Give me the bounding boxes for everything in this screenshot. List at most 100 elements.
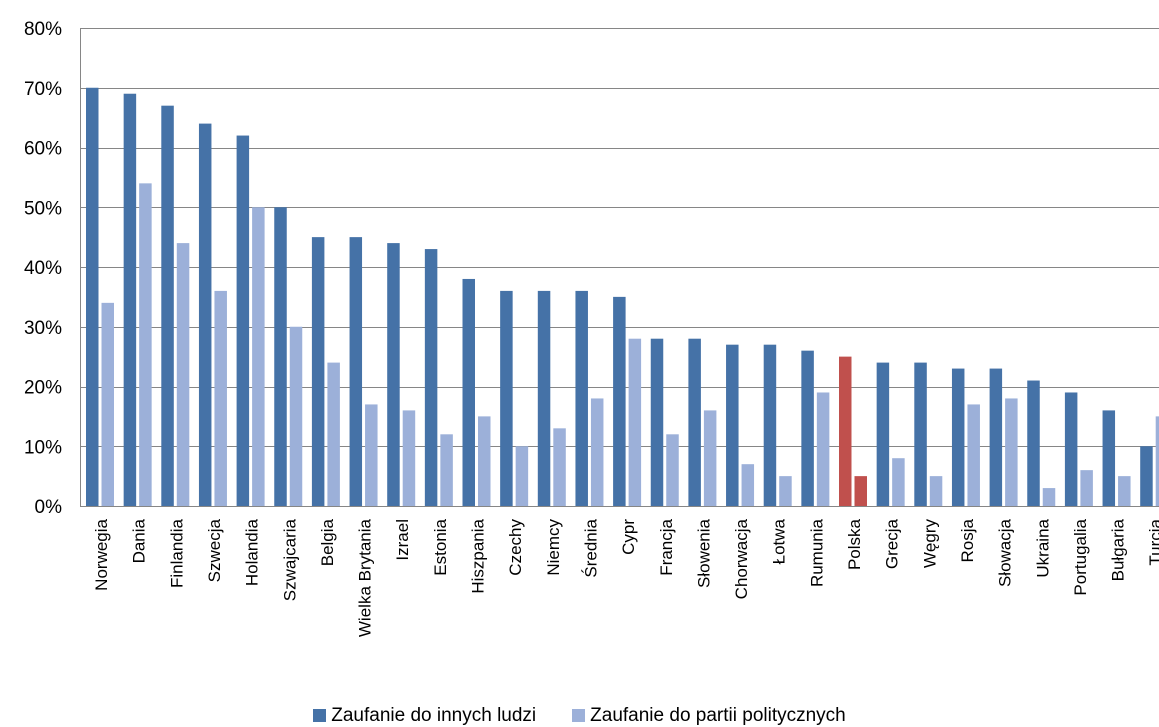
x-tick-label: Chorwacja [732, 518, 751, 599]
bar-people-27 [1102, 410, 1116, 506]
x-tick-label: Słowenia [694, 518, 713, 588]
bar-people-20 [839, 356, 852, 506]
bar-people-23 [951, 368, 965, 506]
bar-parties-28 [1155, 416, 1159, 506]
bar-people-14 [613, 296, 626, 506]
y-tick-label: 40% [24, 258, 62, 279]
bar-people-9 [424, 249, 438, 506]
x-tick-label: Ukraina [1033, 518, 1052, 577]
bar-parties-2 [176, 243, 190, 506]
y-tick-label: 30% [24, 318, 62, 339]
bar-people-17 [726, 344, 739, 506]
x-tick-label: Hiszpania [469, 518, 488, 593]
legend-item-series-2: Zaufanie do partii politycznych [572, 705, 846, 727]
bar-people-10 [462, 278, 475, 506]
bar-people-13 [575, 290, 588, 506]
bar-people-22 [914, 362, 927, 506]
bar-parties-20 [854, 476, 867, 506]
y-axis: 0% 10% 20% 30% 40% 50% 60% 70% 80% [24, 19, 1159, 518]
bar-parties-0 [101, 302, 114, 506]
bar-people-2 [161, 105, 174, 507]
bar-people-21 [876, 362, 890, 506]
bar-people-0 [86, 87, 99, 506]
y-tick-label: 80% [24, 19, 62, 40]
bar-people-18 [763, 344, 777, 506]
legend: Zaufanie do innych ludzi Zaufanie do par… [0, 704, 1159, 727]
bar-parties-7 [365, 404, 378, 506]
bar-people-11 [500, 290, 513, 506]
x-tick-label: Wielka Brytania [356, 518, 375, 637]
bar-parties-23 [967, 404, 980, 506]
bar-people-19 [801, 350, 814, 506]
bar-people-15 [650, 338, 664, 506]
x-tick-label: Rumunia [807, 518, 826, 587]
x-tick-label: Bułgaria [1109, 518, 1128, 581]
bar-people-12 [537, 290, 551, 506]
bar-people-4 [236, 135, 250, 507]
bar-parties-22 [929, 476, 943, 506]
bar-parties-4 [252, 207, 265, 506]
y-tick-label: 0% [35, 497, 63, 518]
x-tick-label: Portugalia [1071, 518, 1090, 595]
legend-item-series-1: Zaufanie do innych ludzi [313, 705, 536, 727]
x-tick-label: Izrael [393, 519, 412, 561]
bar-parties-27 [1118, 476, 1131, 506]
bar-parties-15 [666, 434, 679, 506]
x-tick-label: Finlandia [167, 518, 186, 588]
legend-swatch-series-1 [313, 709, 327, 722]
bar-people-5 [274, 207, 287, 506]
x-tick-label: Czechy [506, 519, 525, 576]
bar-parties-26 [1080, 470, 1093, 506]
bar-people-1 [123, 93, 137, 506]
y-tick-label: 50% [24, 198, 62, 219]
x-tick-label: Polska [845, 518, 864, 570]
bar-parties-25 [1042, 488, 1056, 506]
x-tick-label: Dania [130, 518, 149, 563]
x-tick-label: Szwecja [205, 518, 224, 582]
bar-people-8 [387, 243, 400, 506]
bar-parties-16 [703, 410, 717, 506]
x-tick-label: Łotwa [770, 518, 789, 564]
bar-parties-19 [816, 392, 830, 506]
bar-people-26 [1064, 392, 1078, 506]
bar-parties-24 [1005, 398, 1018, 506]
bar-parties-8 [402, 410, 416, 506]
bar-parties-21 [892, 458, 905, 506]
x-tick-label: Grecja [883, 518, 902, 569]
x-tick-label: Węgry [920, 519, 939, 569]
bar-parties-9 [440, 434, 453, 506]
x-axis-labels: Norwegia Dania Finlandia Szwecja Holandia Szw… [92, 518, 1159, 637]
x-tick-label: Średnia [581, 518, 600, 577]
x-tick-label: Rosja [958, 518, 977, 562]
x-tick-label: Szwajcaria [280, 518, 299, 601]
x-tick-label: Słowacja [996, 518, 1015, 587]
bar-parties-14 [628, 338, 642, 506]
y-tick-label: 10% [24, 437, 62, 458]
y-tick-label: 60% [24, 139, 62, 160]
bar-parties-10 [478, 416, 491, 506]
bar-parties-11 [515, 446, 529, 506]
bar-people-6 [311, 237, 325, 506]
y-tick-label: 70% [24, 79, 62, 100]
x-tick-label: Turcja [1146, 518, 1159, 565]
legend-swatch-series-2 [572, 709, 586, 722]
bar-parties-1 [139, 183, 152, 506]
bar-people-25 [1027, 380, 1040, 506]
bar-parties-18 [779, 476, 792, 506]
legend-label-series-1: Zaufanie do innych ludzi [331, 704, 537, 726]
legend-label-series-2: Zaufanie do partii politycznych [590, 704, 846, 726]
bar-parties-6 [327, 362, 340, 506]
x-tick-label: Cypr [619, 519, 638, 555]
x-tick-label: Niemcy [544, 519, 563, 576]
bar-parties-3 [214, 290, 227, 506]
bar-parties-13 [590, 398, 604, 506]
bar-parties-5 [289, 326, 303, 506]
bar-people-7 [349, 237, 363, 506]
x-tick-label: Francja [657, 518, 676, 575]
x-tick-label: Belgia [318, 518, 337, 566]
x-tick-label: Norwegia [92, 518, 111, 590]
bar-people-16 [688, 338, 701, 506]
bar-people-3 [198, 123, 212, 506]
